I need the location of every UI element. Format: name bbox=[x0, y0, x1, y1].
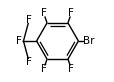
Text: Br: Br bbox=[82, 36, 94, 46]
Text: F: F bbox=[68, 64, 74, 74]
Text: F: F bbox=[26, 57, 32, 67]
Text: F: F bbox=[40, 64, 46, 74]
Text: F: F bbox=[40, 8, 46, 18]
Text: F: F bbox=[16, 36, 21, 46]
Text: F: F bbox=[26, 15, 32, 25]
Text: F: F bbox=[68, 8, 74, 18]
